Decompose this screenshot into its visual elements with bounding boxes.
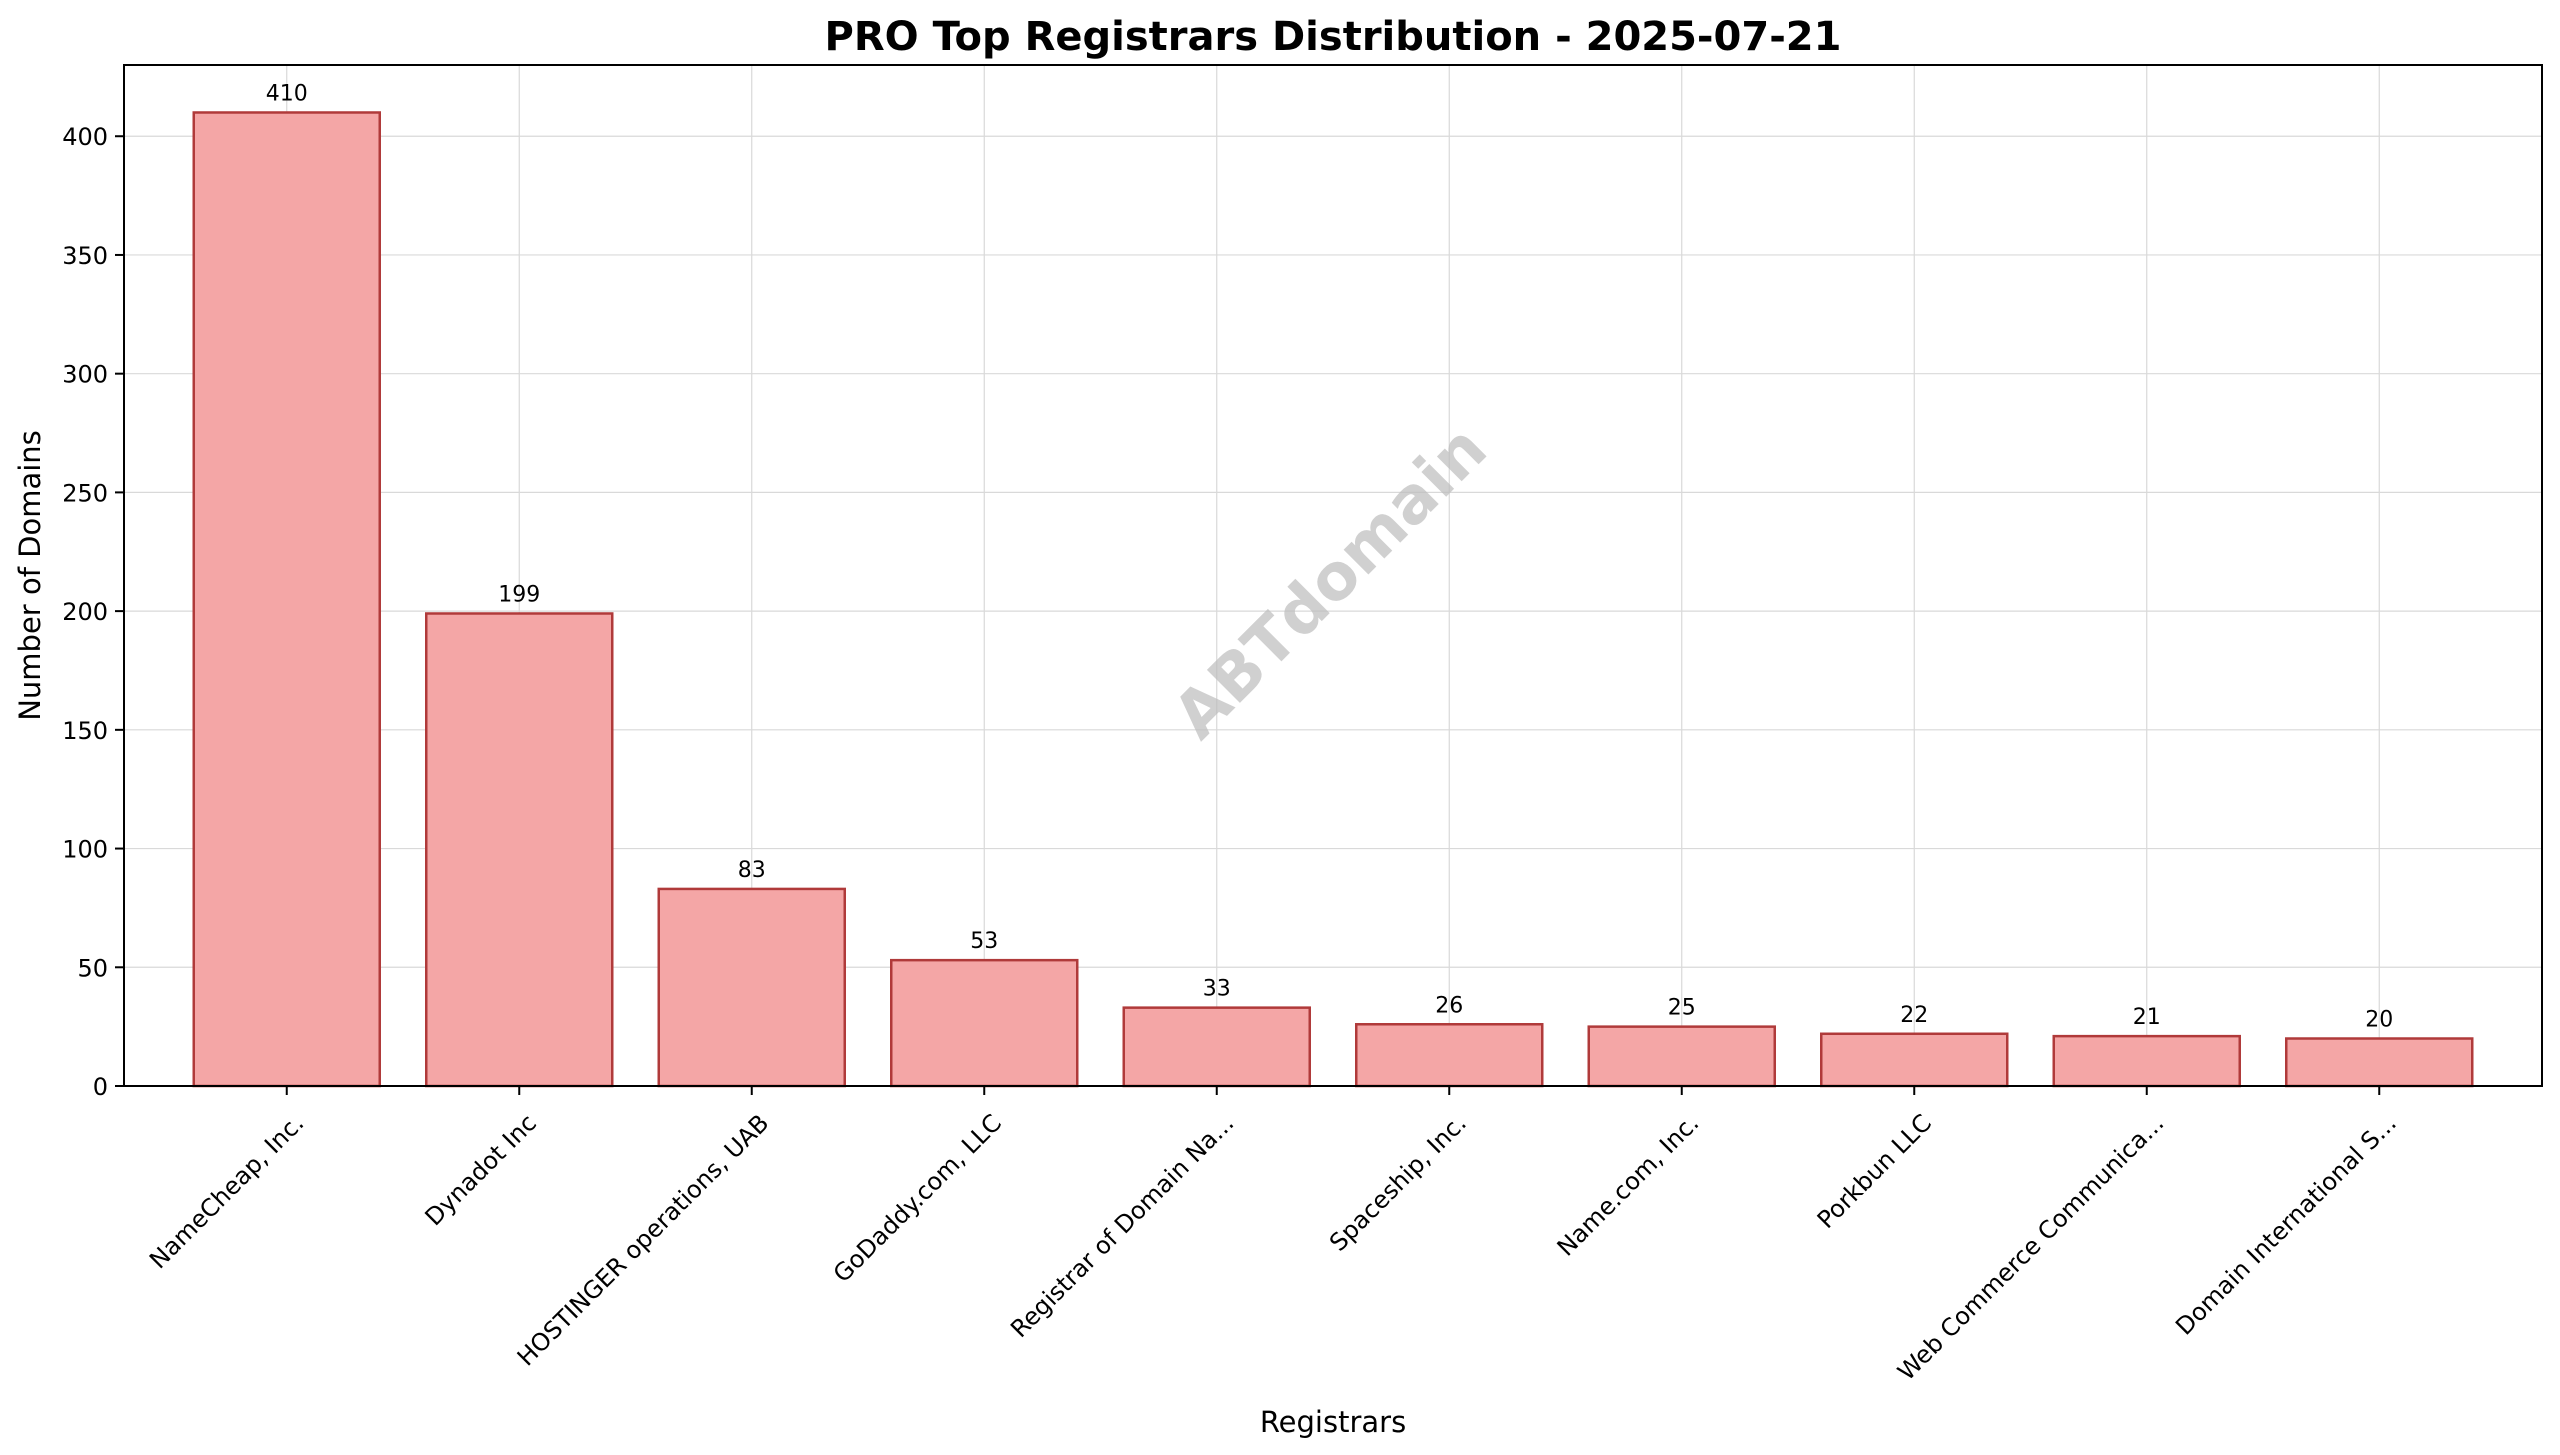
bar-6 — [1587, 1025, 1776, 1088]
x-tick-label-6: Name.com, Inc. — [1552, 1109, 1705, 1262]
y-tick-label-2: 100 — [62, 836, 108, 864]
bar-value-label-1: 199 — [498, 582, 540, 607]
x-tick-label-1: Dynadot Inc — [420, 1109, 542, 1231]
chart-title: PRO Top Registrars Distribution - 2025-0… — [825, 14, 1842, 60]
watermark: ABTdomain — [1160, 412, 1502, 754]
bar-0 — [192, 111, 381, 1088]
x-tick-label-4: Registrar of Domain Na... — [1005, 1109, 1239, 1343]
y-tick-label-4: 200 — [62, 598, 108, 626]
bar-value-label-2: 83 — [738, 858, 766, 883]
y-tick-label-1: 50 — [77, 954, 108, 982]
bar-2 — [657, 887, 846, 1088]
bar-7 — [1820, 1032, 2009, 1088]
x-tick-label-2: HOSTINGER operations, UAB — [512, 1109, 775, 1372]
x-tick-label-8: Web Commerce Communica... — [1892, 1109, 2169, 1386]
y-tick-label-7: 350 — [62, 242, 108, 270]
bar-value-label-8: 21 — [2133, 1005, 2161, 1030]
bar-value-label-4: 33 — [1203, 977, 1231, 1002]
bar-value-labels: 410 199 83 53 33 26 25 22 21 20 — [266, 81, 2394, 1032]
x-tick-label-7: Porkbun LLC — [1812, 1109, 1937, 1234]
bar-value-label-9: 20 — [2365, 1008, 2393, 1033]
x-axis-label: Registrars — [1260, 1405, 1406, 1439]
x-tick-label-9: Domain International S... — [2170, 1109, 2402, 1341]
y-axis-label: Number of Domains — [13, 430, 47, 721]
x-tick-label-5: Spaceship, Inc. — [1324, 1109, 1472, 1257]
y-tick-label-5: 250 — [62, 479, 108, 507]
bar-9 — [2285, 1037, 2474, 1088]
x-tick-label-0: NameCheap, Inc. — [144, 1109, 309, 1274]
bar-3 — [890, 958, 1079, 1088]
bars — [192, 111, 2474, 1088]
y-tick-label-0: 0 — [93, 1073, 108, 1101]
bar-value-label-7: 22 — [1900, 1003, 1928, 1028]
bar-8 — [2052, 1034, 2241, 1088]
y-axis-ticks: 0 50 100 150 200 250 300 350 400 — [62, 123, 124, 1101]
bar-value-label-3: 53 — [970, 929, 998, 954]
y-tick-label-6: 300 — [62, 361, 108, 389]
x-tick-label-3: GoDaddy.com, LLC — [828, 1109, 1007, 1288]
bar-1 — [425, 612, 614, 1088]
bar-4 — [1122, 1006, 1311, 1088]
axes-frame — [123, 64, 2543, 1087]
bar-5 — [1355, 1023, 1544, 1088]
y-tick-label-8: 400 — [62, 123, 108, 151]
bar-value-label-5: 26 — [1435, 993, 1463, 1018]
y-tick-label-3: 150 — [62, 717, 108, 745]
grid-lines — [124, 65, 2542, 1087]
bar-value-label-6: 25 — [1668, 996, 1696, 1021]
bar-value-label-0: 410 — [266, 81, 308, 106]
